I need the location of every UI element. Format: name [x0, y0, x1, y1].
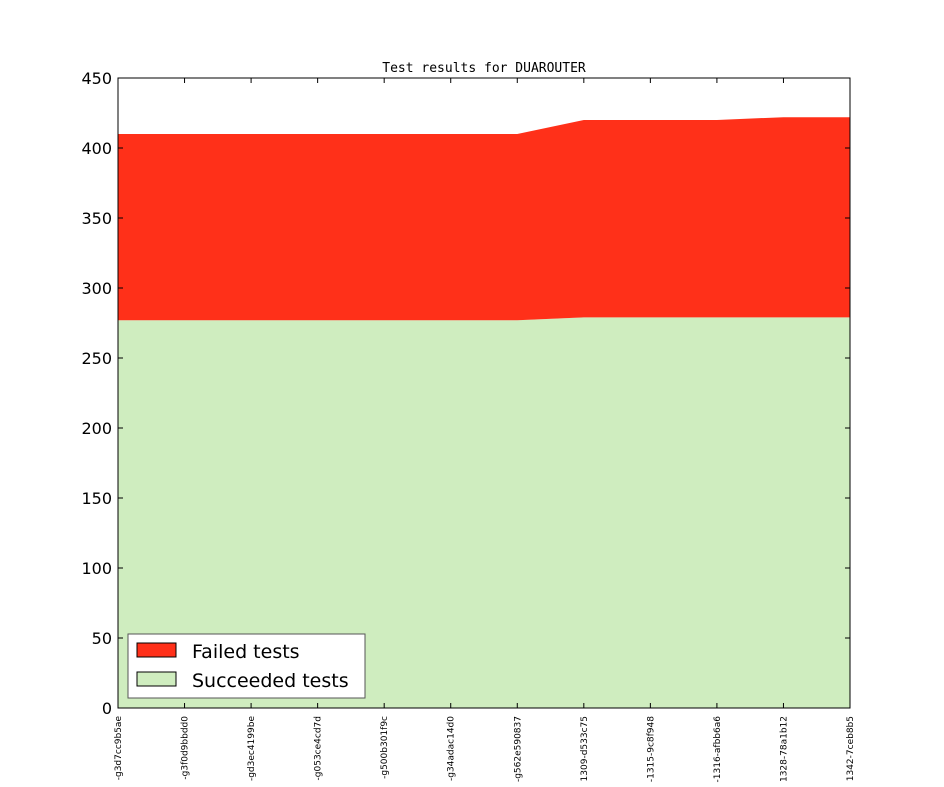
x-tick-label: 1328-78a1b12 [779, 716, 789, 782]
legend-swatch-failed [136, 642, 177, 658]
x-tick-label: -gd3ec4199be [247, 716, 257, 782]
y-tick-label: 400 [81, 139, 112, 158]
area-succeeded-tests [118, 317, 850, 708]
x-tick-label: -g34adac14d0 [447, 716, 457, 781]
area-failed-tests [118, 117, 850, 321]
chart-title: Test results for DUAROUTER [382, 61, 586, 76]
y-tick-label: 250 [81, 349, 112, 368]
x-tick-label: -g3d7cc9b5ae [114, 716, 124, 781]
y-tick-label: 350 [81, 209, 112, 228]
legend: Failed tests Succeeded tests [127, 633, 366, 699]
y-tick-label: 300 [81, 279, 112, 298]
y-tick-label: 150 [81, 489, 112, 508]
x-tick-label: -1316-afbb6a6 [713, 716, 723, 783]
x-tick-label: 1342-7ceb8b5 [846, 716, 856, 781]
y-tick-label: 100 [81, 559, 112, 578]
x-tick-label: -1315-9c8f948 [646, 716, 656, 782]
legend-label-failed: Failed tests [192, 641, 300, 663]
y-axis: 0 50 100 150 200 250 300 350 400 450 [81, 69, 850, 718]
y-tick-label: 450 [81, 69, 112, 88]
legend-swatch-succeeded [136, 671, 177, 687]
plot-frame [117, 77, 851, 709]
x-axis: -g3d7cc9b5ae -g3f0d9bbdd0 -gd3ec4199be -g05… [114, 78, 856, 782]
y-tick-label: 50 [92, 629, 112, 648]
y-tick-label: 200 [81, 419, 112, 438]
x-tick-label: 1309-d533c75 [580, 716, 590, 781]
x-tick-label: -g3f0d9bbdd0 [181, 716, 191, 780]
y-tick-label: 0 [102, 699, 112, 718]
x-tick-label: -g562e590837 [513, 716, 523, 782]
chart-areas [118, 117, 850, 708]
x-tick-label: -g500b301f9c [380, 716, 390, 779]
x-tick-label: -g053ce4cd7d [314, 716, 324, 780]
legend-label-succeeded: Succeeded tests [192, 670, 349, 692]
